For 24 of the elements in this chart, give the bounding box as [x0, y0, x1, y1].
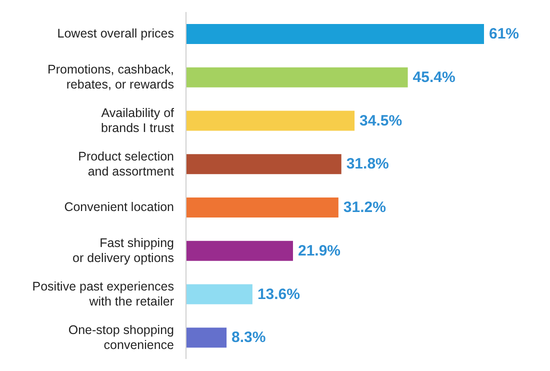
- data-label: 61%: [489, 26, 520, 42]
- data-label: 13.6%: [257, 286, 300, 303]
- y-tick-label: Fast shipping or delivery options: [72, 236, 174, 266]
- y-tick-label: Positive past experiences with the retailer: [32, 279, 174, 308]
- data-label: 21.9%: [298, 242, 341, 260]
- bar: [186, 24, 484, 44]
- data-label: 8.3%: [232, 329, 266, 346]
- data-label: 31.2%: [343, 199, 386, 216]
- bar: [186, 110, 355, 131]
- y-tick-label: Availability of brands I trust: [101, 106, 175, 135]
- bar: [186, 240, 293, 261]
- y-tick-label: One-stop shopping convenience: [68, 322, 174, 352]
- bar: [186, 198, 338, 218]
- y-tick-label: Product selection and assortment: [78, 149, 175, 178]
- bar: [186, 284, 252, 304]
- y-tick-label: Promotions, cashback, rebates, or rewards: [48, 62, 174, 92]
- y-tick-label: Lowest overall prices: [57, 26, 174, 41]
- data-label: 45.4%: [412, 68, 456, 86]
- bar: [186, 67, 408, 88]
- bar: [186, 328, 227, 348]
- bar: [186, 154, 342, 174]
- y-tick-label: Convenient location: [64, 200, 174, 214]
- data-label: 31.8%: [346, 156, 389, 173]
- data-label: 34.5%: [360, 112, 402, 130]
